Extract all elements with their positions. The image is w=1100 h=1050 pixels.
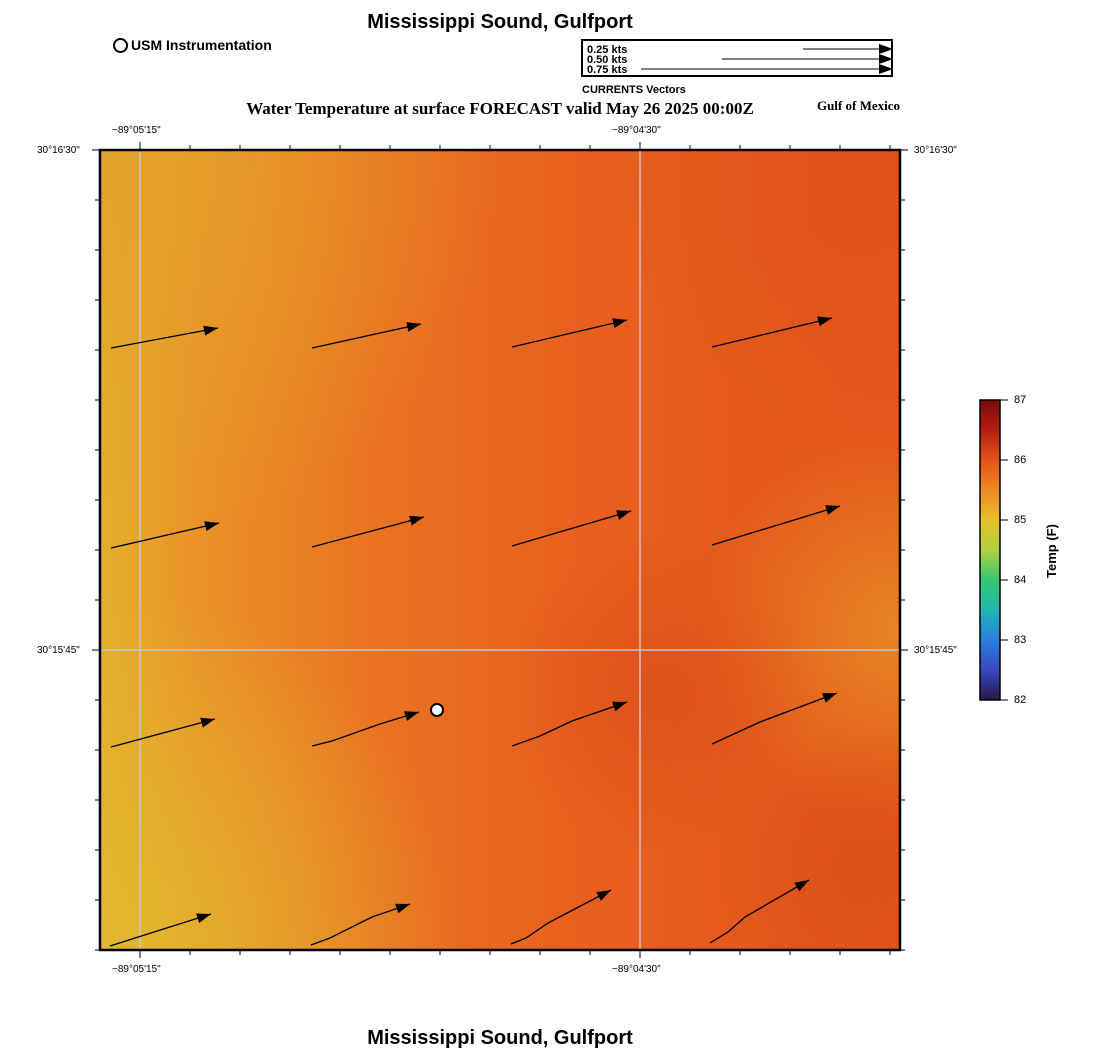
map-frame: [98, 148, 902, 952]
colorbar-tick-83: 83: [1014, 634, 1027, 646]
colorbar-ramp: [979, 399, 1001, 701]
lon-label-top-1: −89°05'15": [112, 125, 161, 136]
instrumentation-label: USM Instrumentation: [131, 37, 272, 53]
colorbar: [979, 399, 1008, 701]
colorbar-title: Temp (F): [1044, 524, 1059, 578]
lat-label-right-2: 30°15'45": [914, 645, 957, 656]
current-vector-head-1: [203, 325, 218, 336]
current-vector-head-10: [404, 711, 419, 721]
current-vector-5: [110, 522, 220, 549]
current-vector-12: [711, 692, 838, 745]
instrumentation-legend: USM Instrumentation: [113, 37, 272, 53]
footer-title: Mississippi Sound, Gulfport: [367, 1027, 633, 1049]
map-subtitle: Water Temperature at surface FORECAST va…: [246, 99, 754, 118]
region-label: Gulf of Mexico: [816, 98, 900, 113]
map-title: Mississippi Sound, Gulfport: [367, 11, 633, 33]
vector-scale-arrowhead-1: [879, 44, 893, 54]
lon-label-bottom-2: −89°04'30": [612, 964, 661, 975]
vector-caption: CURRENTS Vectors: [582, 84, 686, 96]
colorbar-tick-84: 84: [1014, 574, 1027, 586]
current-vector-1: [110, 327, 219, 349]
current-vector-8: [711, 505, 841, 546]
current-vector-14: [310, 903, 411, 946]
current-vector-head-4: [817, 316, 832, 327]
colorbar-tick-87: 87: [1014, 394, 1027, 406]
current-vectors: [109, 316, 841, 947]
lat-label-left-2: 30°15'45": [37, 645, 80, 656]
vector-scale-arrows: [641, 44, 893, 74]
vector-scale-label-3: 0.75 kts: [587, 64, 628, 76]
current-vector-4: [711, 317, 833, 348]
station-marker-icon: [113, 37, 128, 53]
vector-scale-label-2: 0.50 kts: [587, 54, 628, 66]
colorbar-tick-85: 85: [1014, 514, 1027, 526]
current-vector-2: [311, 323, 422, 349]
current-vector-head-15: [596, 890, 611, 901]
lat-label-left-1: 30°16'30": [37, 145, 80, 156]
current-vector-13: [109, 913, 212, 947]
lon-label-bottom-1: −89°05'15": [112, 964, 161, 975]
current-vector-16: [709, 879, 810, 944]
lat-label-right-1: 30°16'30": [914, 145, 957, 156]
current-vector-head-13: [196, 913, 211, 923]
temperature-field: [100, 150, 900, 950]
vector-scale-arrowhead-2: [879, 54, 893, 64]
current-vector-10: [311, 711, 420, 747]
colorbar-tick-86: 86: [1014, 454, 1027, 466]
station-marker: [430, 703, 444, 717]
current-vector-head-9: [200, 717, 215, 728]
vector-scale-legend: 0.25 kts 0.50 kts 0.75 kts: [581, 39, 893, 77]
current-vector-head-11: [612, 701, 627, 712]
current-vector-head-8: [825, 505, 840, 515]
current-vector-head-3: [612, 318, 627, 329]
current-vector-head-6: [409, 515, 424, 526]
current-vector-head-16: [794, 880, 809, 892]
current-vector-15: [510, 889, 612, 945]
current-vector-head-14: [395, 903, 410, 914]
colorbar-tick-82: 82: [1014, 694, 1027, 706]
graticule: [100, 150, 900, 950]
current-vector-6: [311, 516, 425, 548]
vector-scale-label-1: 0.25 kts: [587, 44, 628, 56]
current-vector-11: [511, 701, 628, 747]
lon-label-top-2: −89°04'30": [612, 125, 661, 136]
current-vector-head-12: [822, 693, 837, 703]
current-vector-3: [511, 319, 628, 348]
vector-scale-arrowhead-3: [879, 64, 893, 74]
current-vector-9: [110, 718, 216, 748]
current-vector-head-2: [406, 322, 421, 332]
current-vector-head-5: [204, 521, 219, 531]
current-vector-7: [511, 510, 632, 547]
current-vector-head-7: [616, 510, 631, 520]
